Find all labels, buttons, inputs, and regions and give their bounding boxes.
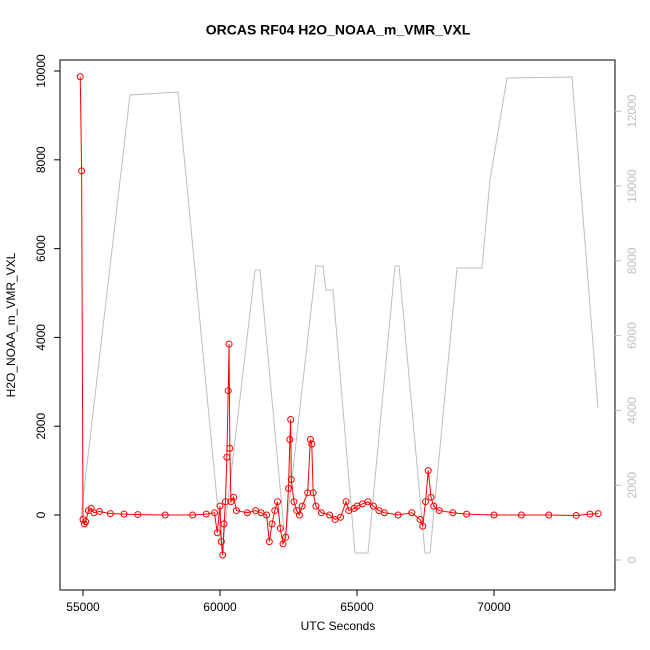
- plot-frame: [59, 59, 616, 591]
- data-point: [586, 510, 594, 518]
- data-point: [189, 511, 197, 519]
- data-point: [217, 538, 225, 546]
- data-point: [276, 524, 284, 532]
- data-point: [95, 507, 103, 515]
- data-point: [342, 498, 350, 506]
- data-point: [279, 540, 287, 548]
- data-point: [364, 498, 372, 506]
- data-point: [226, 444, 234, 452]
- data-point: [271, 507, 279, 515]
- data-point: [232, 507, 240, 515]
- y2-tick-label: 0: [625, 556, 639, 563]
- data-point: [594, 510, 602, 518]
- data-point: [430, 502, 438, 510]
- data-point: [380, 509, 388, 517]
- data-point: [220, 520, 228, 528]
- series-line: [79, 76, 599, 554]
- data-point: [106, 510, 114, 518]
- data-point: [490, 511, 498, 519]
- data-point: [295, 511, 303, 519]
- data-point: [224, 387, 232, 395]
- data-point: [263, 511, 271, 519]
- x-tick-label: 55000: [66, 600, 100, 614]
- data-point: [221, 498, 229, 506]
- y-tick-label: 4000: [34, 324, 48, 351]
- data-point: [287, 416, 295, 424]
- data-point: [435, 507, 443, 515]
- x-tick-label: 65000: [340, 600, 374, 614]
- x-tick-label: 60000: [203, 600, 237, 614]
- data-point: [213, 529, 221, 537]
- data-point: [202, 510, 210, 518]
- data-point: [308, 440, 316, 448]
- series-line: [79, 76, 599, 556]
- y-tick-label: 8000: [34, 146, 48, 173]
- data-point: [369, 502, 377, 510]
- data-point: [82, 518, 90, 526]
- data-point: [306, 436, 314, 444]
- data-point: [78, 167, 86, 175]
- y2-tick-label: 4000: [625, 397, 639, 424]
- data-point: [517, 511, 525, 519]
- data-point: [427, 493, 435, 501]
- data-point: [317, 509, 325, 517]
- data-point: [225, 340, 233, 348]
- data-point: [120, 510, 128, 518]
- data-point: [309, 489, 317, 497]
- data-point: [274, 498, 282, 506]
- data-point: [326, 511, 334, 519]
- data-point: [545, 511, 553, 519]
- data-point: [219, 551, 227, 559]
- y-tick-label: 6000: [34, 235, 48, 262]
- data-point: [284, 484, 292, 492]
- data-point: [287, 475, 295, 483]
- data-point: [419, 522, 427, 530]
- y2-tick-label: 12000: [625, 94, 639, 128]
- data-point: [424, 467, 432, 475]
- data-point: [416, 515, 424, 523]
- data-point: [265, 538, 273, 546]
- data-point: [337, 513, 345, 521]
- data-point: [230, 493, 238, 501]
- data-point: [216, 502, 224, 510]
- data-point: [243, 509, 251, 517]
- data-point: [223, 453, 231, 461]
- y-tick-label: 10000: [34, 54, 48, 88]
- chart-title: ORCAS RF04 H2O_NOAA_m_VMR_VXL: [206, 22, 471, 38]
- data-point: [312, 502, 320, 510]
- data-point: [134, 511, 142, 519]
- data-point: [76, 73, 84, 81]
- data-point: [408, 509, 416, 517]
- y2-tick-label: 2000: [625, 472, 639, 499]
- data-point: [290, 498, 298, 506]
- y-tick-label: 0: [34, 511, 48, 518]
- data-point: [421, 498, 429, 506]
- data-point: [298, 502, 306, 510]
- data-point: [211, 509, 219, 517]
- data-point: [161, 511, 169, 519]
- y2-tick-label: 10000: [625, 169, 639, 203]
- x-tick-label: 70000: [477, 600, 511, 614]
- x-axis-label: UTC Seconds: [301, 619, 376, 633]
- data-point: [463, 510, 471, 518]
- y2-tick-label: 6000: [625, 322, 639, 349]
- y-axis-label: H2O_NOAA_m_VMR_VXL: [4, 252, 18, 397]
- data-point: [282, 533, 290, 541]
- data-point: [394, 511, 402, 519]
- data-point: [268, 520, 276, 528]
- data-point: [304, 489, 312, 497]
- data-point: [286, 436, 294, 444]
- data-point: [572, 511, 580, 519]
- y2-tick-label: 8000: [625, 247, 639, 274]
- y-tick-label: 2000: [34, 413, 48, 440]
- data-point: [449, 509, 457, 517]
